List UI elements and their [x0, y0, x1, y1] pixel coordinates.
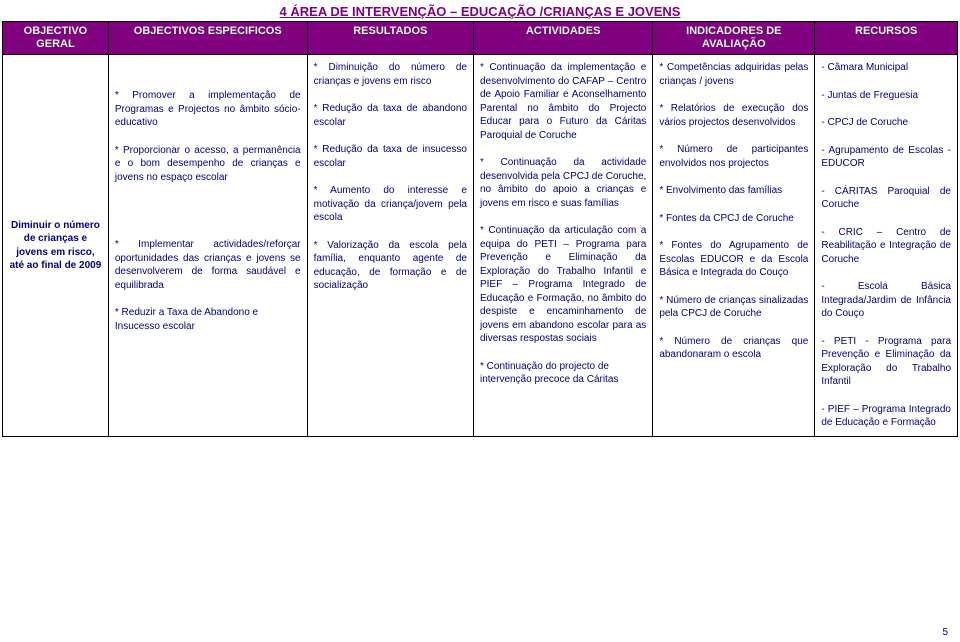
indicador-item: * Fontes do Agrupamento de Escolas EDUCO…: [659, 239, 808, 280]
indicador-item: * Competências adquiridas pelas crianças…: [659, 61, 808, 88]
objectivo-geral-text: Diminuir o número de crianças e jovens e…: [9, 219, 102, 273]
resultado-item: * Diminuição do número de crianças e jov…: [314, 61, 467, 88]
table-header-row: OBJECTIVO GERAL OBJECTIVOS ESPECIFICOS R…: [3, 22, 958, 55]
recurso-item: - Escola Básica Integrada/Jardim de Infâ…: [821, 280, 951, 321]
header-objectivo-geral: OBJECTIVO GERAL: [3, 22, 109, 55]
resultado-item: * Valorização da escola pela família, en…: [314, 239, 467, 293]
intervention-table: OBJECTIVO GERAL OBJECTIVOS ESPECIFICOS R…: [2, 21, 958, 437]
cell-objectivo-geral: Diminuir o número de crianças e jovens e…: [3, 55, 109, 437]
header-objectivos-especificos: OBJECTIVOS ESPECIFICOS: [108, 22, 307, 55]
recurso-item: - CPCJ de Coruche: [821, 116, 951, 130]
actividade-item: * Continuação da articulação com a equip…: [480, 224, 646, 346]
cell-resultados: * Diminuição do número de crianças e jov…: [307, 55, 473, 437]
cell-objectivos-especificos: * Promover a implementação de Programas …: [108, 55, 307, 437]
section-title: 4 ÁREA DE INTERVENÇÃO – EDUCAÇÃO /CRIANÇ…: [0, 0, 960, 21]
indicador-item: * Número de participantes envolvidos nos…: [659, 143, 808, 170]
resultado-item: * Redução da taxa de insucesso escolar: [314, 143, 467, 170]
recurso-item: - PIEF – Programa Integrado de Educação …: [821, 403, 951, 430]
actividade-item: * Continuação da actividade desenvolvida…: [480, 156, 646, 210]
header-resultados: RESULTADOS: [307, 22, 473, 55]
indicador-item: * Fontes da CPCJ de Coruche: [659, 212, 808, 226]
header-recursos: RECURSOS: [815, 22, 958, 55]
especifico-item: * Reduzir a Taxa de Abandono e Insucesso…: [115, 306, 301, 333]
table-row: Diminuir o número de crianças e jovens e…: [3, 55, 958, 437]
cell-actividades: * Continuação da implementação e desenvo…: [473, 55, 652, 437]
header-indicadores: INDICADORES DE AVALIAÇÃO: [653, 22, 815, 55]
header-actividades: ACTIVIDADES: [473, 22, 652, 55]
recurso-item: - CÁRITAS Paroquial de Coruche: [821, 185, 951, 212]
indicador-item: * Número de crianças sinalizadas pela CP…: [659, 294, 808, 321]
especifico-item: * Proporcionar o acesso, a permanência e…: [115, 144, 301, 185]
actividade-item: * Continuação da implementação e desenvo…: [480, 61, 646, 142]
recurso-item: - CRIC – Centro de Reabilitação e Integr…: [821, 226, 951, 267]
recurso-item: - Câmara Municipal: [821, 61, 951, 75]
resultado-item: * Redução da taxa de abandono escolar: [314, 102, 467, 129]
cell-recursos: - Câmara Municipal - Juntas de Freguesia…: [815, 55, 958, 437]
cell-indicadores: * Competências adquiridas pelas crianças…: [653, 55, 815, 437]
page-number: 5: [942, 627, 948, 638]
resultado-item: * Aumento do interesse e motivação da cr…: [314, 184, 467, 225]
recurso-item: - Agrupamento de Escolas - EDUCOR: [821, 144, 951, 171]
especifico-item: * Implementar actividades/reforçar oport…: [115, 238, 301, 292]
indicador-item: * Envolvimento das famílias: [659, 184, 808, 198]
especifico-item: * Promover a implementação de Programas …: [115, 89, 301, 130]
indicador-item: * Relatórios de execução dos vários proj…: [659, 102, 808, 129]
indicador-item: * Número de crianças que abandonaram o e…: [659, 335, 808, 362]
actividade-item: * Continuação do projecto de intervenção…: [480, 360, 646, 387]
recurso-item: - Juntas de Freguesia: [821, 89, 951, 103]
recurso-item: - PETI - Programa para Prevenção e Elimi…: [821, 335, 951, 389]
